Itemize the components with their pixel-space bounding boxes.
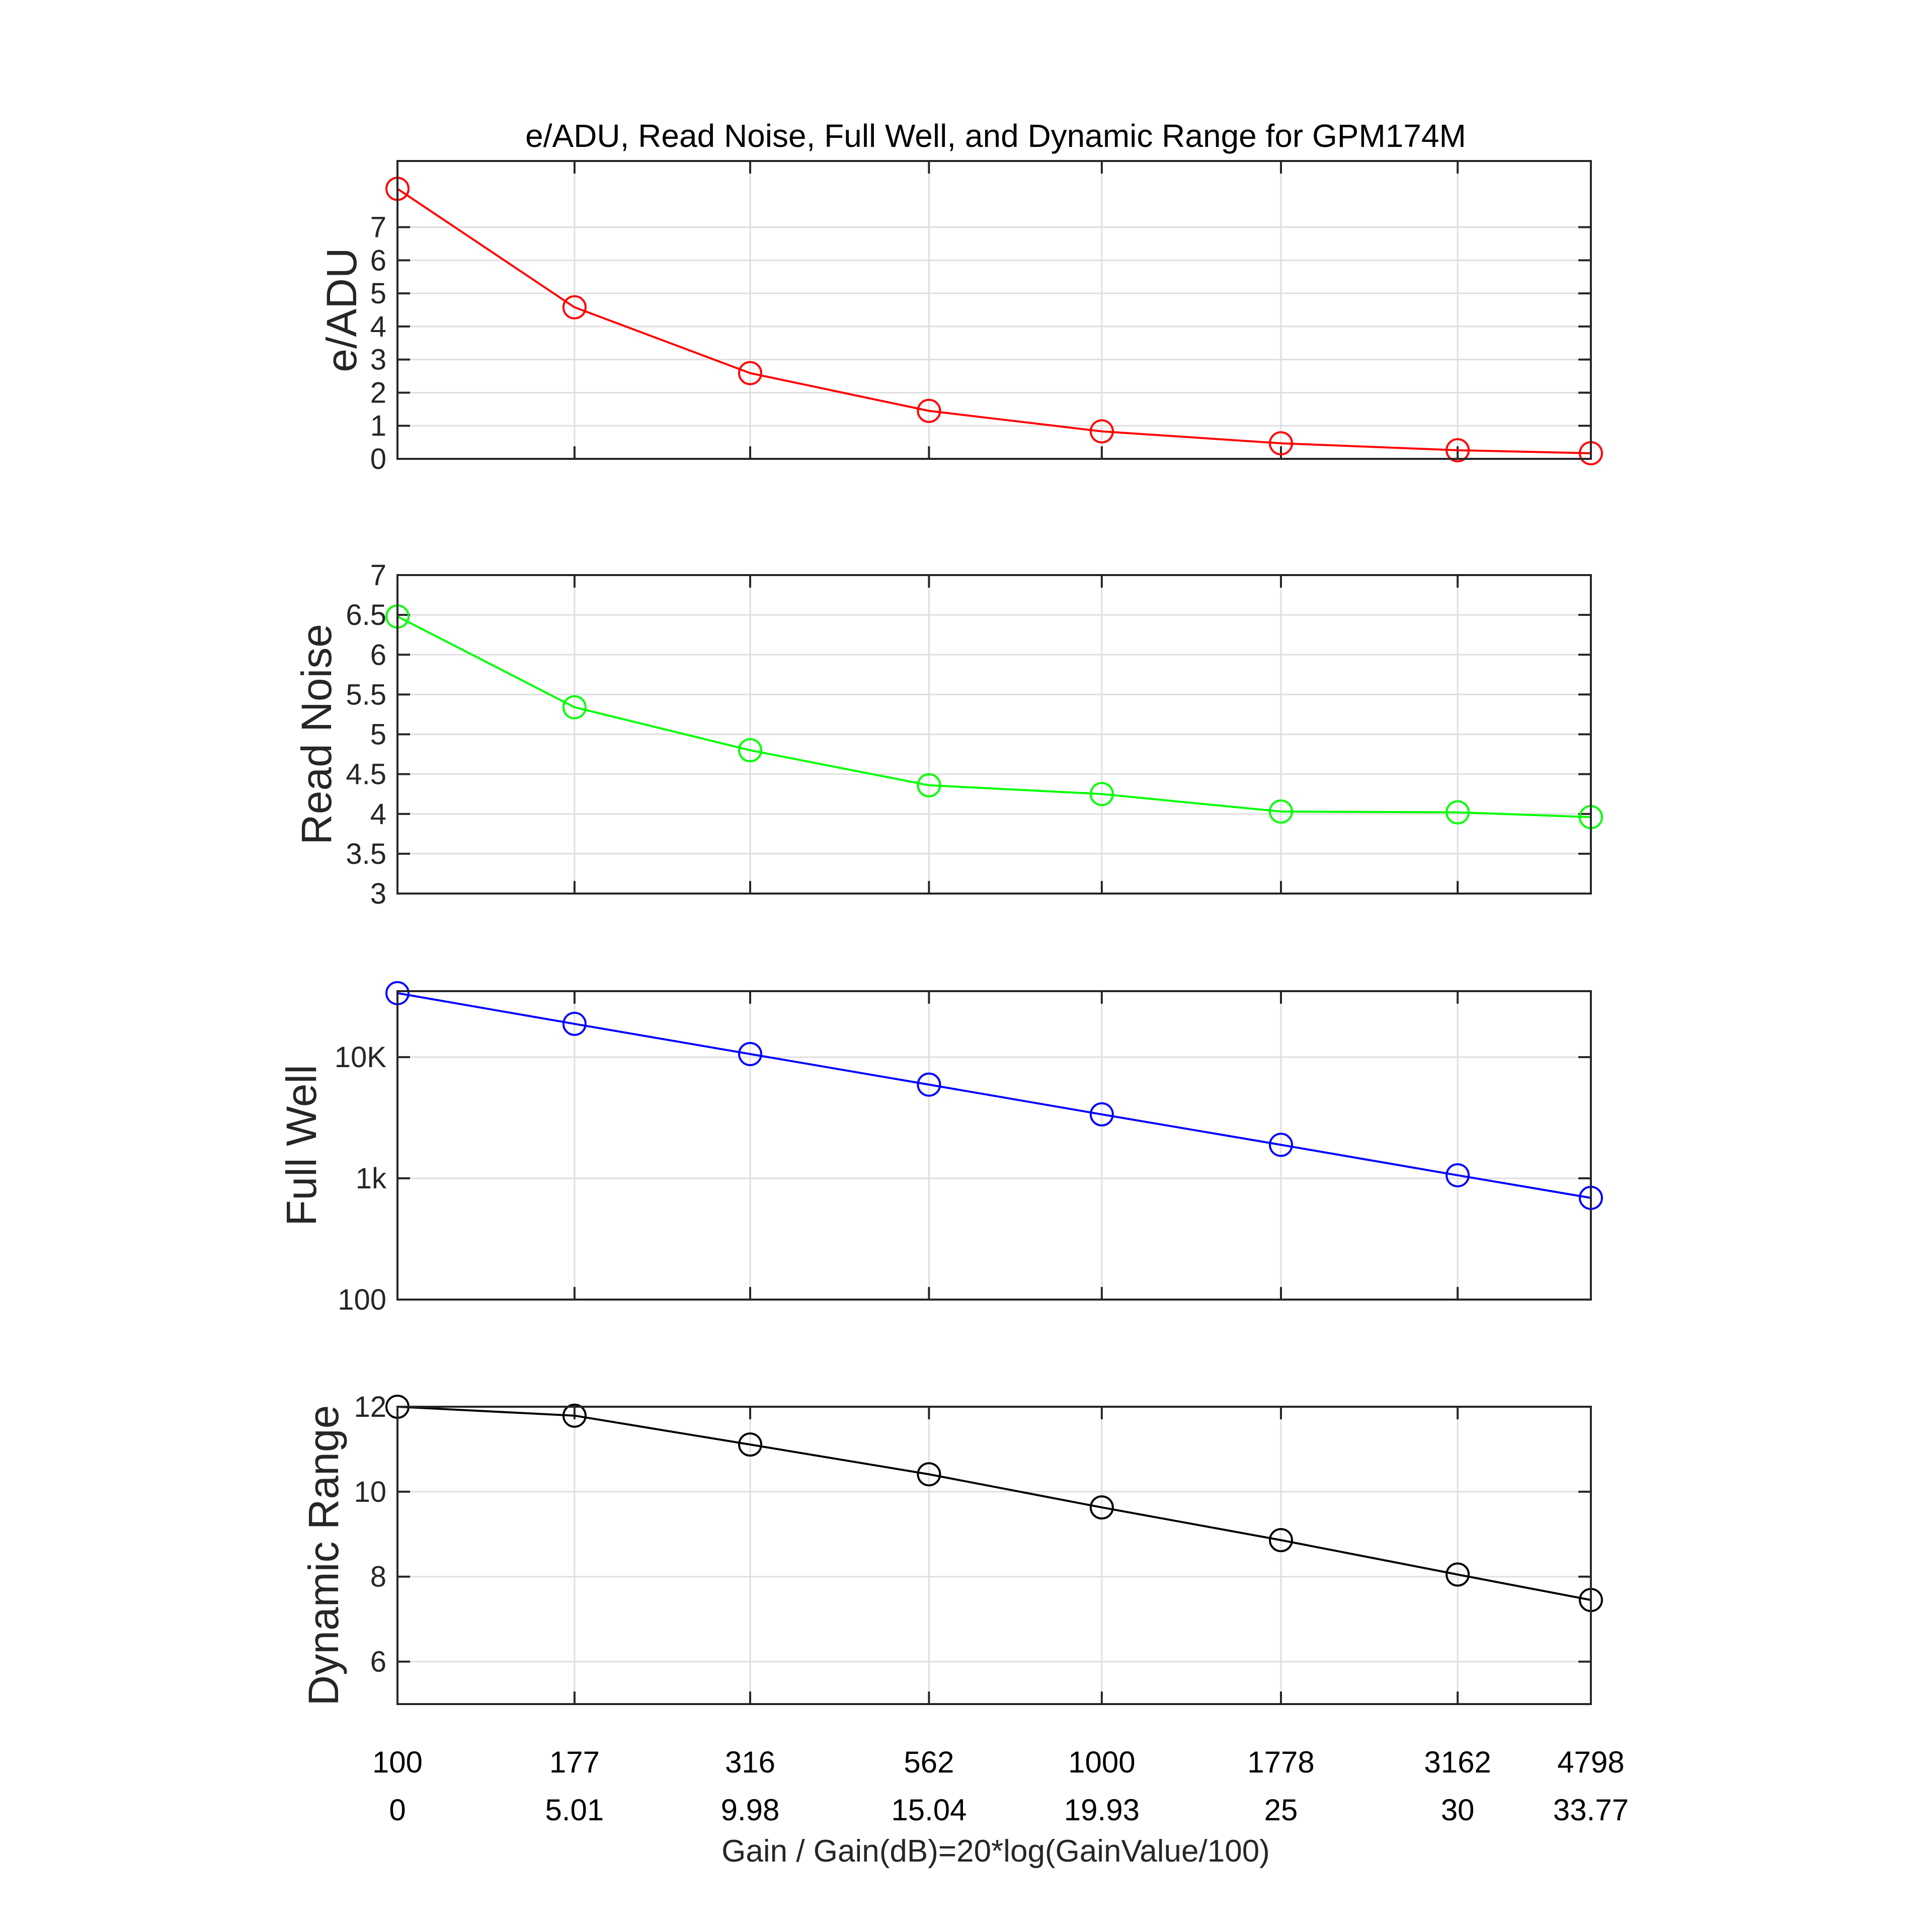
e-adu-data-marker [562, 295, 587, 319]
read-noise-data-marker [1089, 782, 1114, 807]
e-adu-y-axis-label: e/ADU [318, 248, 365, 372]
full-well-series-line [397, 992, 1591, 1199]
dynamic-range-axes-frame [396, 1406, 1592, 1705]
y-tick-label: 4.5 [346, 758, 386, 791]
full-well-axes: 100 1k 10K Full Well [278, 981, 1603, 1316]
full-well-data-marker [1445, 1163, 1470, 1187]
e-adu-data-marker [1089, 419, 1114, 444]
y-tick-label: 100 [338, 1283, 386, 1316]
y-tick-label: 3.5 [346, 838, 386, 870]
read-noise-y-axis-label: Read Noise [293, 624, 340, 845]
e-adu-data-marker [1268, 431, 1293, 456]
x-tick-label-db: 9.98 [721, 1793, 780, 1827]
x-tick-label-db: 5.01 [545, 1793, 604, 1827]
x-tick-label-db: 15.04 [891, 1793, 967, 1827]
read-noise-data-marker [917, 773, 941, 797]
y-tick-label: 3 [370, 877, 386, 910]
e-adu-axes-frame [396, 160, 1592, 460]
x-tick-label-db: 33.77 [1553, 1793, 1629, 1827]
x-axis-label: Gain / Gain(dB)=20*log(GainValue/100) [721, 1834, 1270, 1869]
y-tick-label: 7 [370, 559, 386, 592]
y-tick-label: 0 [370, 443, 386, 475]
y-tick-label: 10K [335, 1041, 387, 1074]
dynamic-range-data-marker [1268, 1528, 1293, 1553]
y-tick-label: 3 [370, 344, 386, 376]
y-tick-label: 1 [370, 410, 386, 442]
y-tick-label: 6 [370, 244, 386, 277]
x-tick-label-gain: 177 [549, 1745, 600, 1779]
x-tick-label-gain: 1000 [1068, 1745, 1135, 1779]
y-tick-label: 12 [354, 1391, 386, 1423]
dynamic-range-data-marker [1445, 1562, 1470, 1587]
x-tick-label-db: 19.93 [1064, 1793, 1140, 1827]
x-tick-label-gain: 562 [904, 1745, 954, 1779]
y-tick-label: 8 [370, 1561, 386, 1593]
full-well-data-marker [562, 1012, 587, 1036]
x-tick-labels: 100 177 316 562 1000 1778 3162 4798 0 5.01 9.98 15.… [372, 1745, 1629, 1827]
x-tick-label-db: 30 [1441, 1793, 1475, 1827]
x-tick-label-db: 0 [389, 1793, 406, 1827]
y-tick-label: 6 [370, 1646, 386, 1678]
y-tick-label: 4 [370, 798, 386, 831]
dynamic-range-data-marker [562, 1403, 587, 1428]
read-noise-data-marker [738, 738, 762, 763]
dynamic-range-data-marker [917, 1462, 941, 1487]
y-tick-label: 6.5 [346, 599, 386, 631]
e-adu-data-marker [738, 361, 762, 385]
e-adu-data-marker [1445, 438, 1470, 462]
x-tick-label-gain: 316 [725, 1745, 775, 1779]
y-tick-label: 1k [356, 1162, 387, 1195]
figure-title: e/ADU, Read Noise, Full Well, and Dynami… [525, 118, 1466, 154]
dynamic-range-y-axis-label: Dynamic Range [300, 1405, 347, 1706]
y-tick-label: 5 [370, 277, 386, 310]
x-tick-label-gain: 100 [372, 1745, 423, 1779]
y-tick-label: 4 [370, 310, 386, 343]
full-well-data-marker [917, 1072, 941, 1097]
read-noise-data-marker [562, 695, 587, 719]
read-noise-series-line [397, 615, 1591, 819]
y-tick-label: 10 [354, 1476, 386, 1508]
x-tick-label-gain: 3162 [1424, 1745, 1491, 1779]
read-noise-axes: 3 3.5 4 4.5 5 5.5 6 6.5 7 Read Noise [293, 559, 1603, 910]
e-adu-data-marker [917, 398, 941, 423]
dynamic-range-data-marker [738, 1432, 762, 1457]
e-adu-series-line [396, 188, 1591, 454]
y-tick-label: 5 [370, 718, 386, 751]
x-tick-label-gain: 1778 [1247, 1745, 1314, 1779]
read-noise-data-marker [1268, 799, 1293, 824]
full-well-data-marker [1268, 1133, 1293, 1157]
full-well-axes-frame [396, 990, 1592, 1301]
dynamic-range-series-line [397, 1406, 1591, 1601]
read-noise-data-marker [1445, 800, 1470, 825]
y-tick-label: 2 [370, 376, 386, 409]
full-well-data-marker [738, 1041, 762, 1066]
x-tick-label-gain: 4798 [1557, 1745, 1624, 1779]
full-well-data-marker [1089, 1102, 1114, 1126]
y-tick-label: 7 [370, 211, 386, 244]
y-tick-label: 5.5 [346, 678, 386, 711]
y-tick-label: 6 [370, 638, 386, 671]
dynamic-range-data-marker [1089, 1495, 1114, 1520]
read-noise-axes-frame [396, 574, 1592, 895]
full-well-y-axis-label: Full Well [278, 1065, 325, 1226]
x-tick-label-db: 25 [1264, 1793, 1298, 1827]
